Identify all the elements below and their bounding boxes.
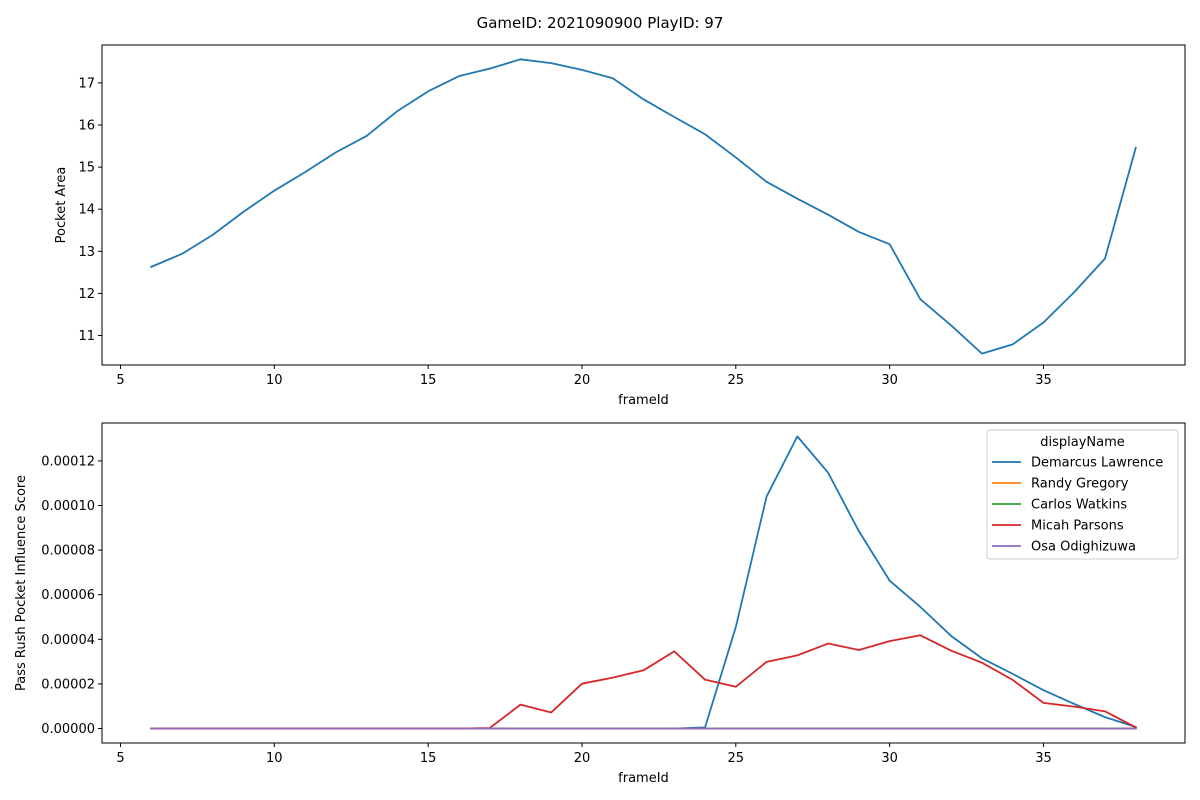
x-tick-label: 5 [116, 373, 124, 388]
y-tick-label: 15 [78, 161, 95, 176]
x-tick-label: 25 [728, 751, 745, 766]
x-tick-label: 5 [116, 751, 124, 766]
series-lines [150, 435, 1137, 730]
legend-box [986, 429, 1179, 560]
x-tick-label: 20 [574, 373, 591, 388]
y-tick-label: 17 [78, 76, 95, 91]
pocket-area-chart: frameId Pocket Area 5 10 15 20 25 30 35 11 12 13 1… [54, 44, 1186, 408]
y-tick-label: 0.00002 [41, 677, 95, 692]
x-tick-label: 20 [574, 751, 591, 766]
x-tick-label: 35 [1035, 373, 1052, 388]
y-axis-label: Pocket Area [54, 167, 69, 244]
legend-entry: Carlos Watkins [1031, 498, 1127, 513]
x-tick-label: 10 [266, 373, 283, 388]
y-tick-label: 0.00012 [41, 454, 95, 469]
pass-rush-influence-chart: frameId Pass Rush Pocket Influence Score… [14, 422, 1186, 786]
y-axis-label: Pass Rush Pocket Influence Score [14, 475, 29, 691]
y-tick-label: 0.00010 [41, 499, 95, 514]
x-tick-label: 25 [728, 373, 745, 388]
x-tick-label: 30 [881, 373, 898, 388]
series-lines [150, 58, 1137, 355]
y-tick-label: 14 [78, 203, 95, 218]
legend-entry: Demarcus Lawrence [1031, 456, 1163, 471]
legend-title: displayName [1040, 435, 1125, 450]
legend-entry: Randy Gregory [1031, 477, 1129, 492]
x-tick-label: 30 [881, 751, 898, 766]
y-tick-label: 12 [78, 287, 95, 302]
legend: displayName Demarcus Lawrence Randy Grego… [986, 429, 1179, 560]
x-tick-label: 35 [1035, 751, 1052, 766]
x-tick-label: 10 [266, 751, 283, 766]
figure-title: GameID: 2021090900 PlayID: 97 [477, 14, 724, 32]
y-tick-label: 11 [78, 329, 95, 344]
series-line [150, 58, 1137, 355]
y-tick-label: 0.00000 [41, 722, 95, 737]
plot-frame [101, 44, 1186, 366]
legend-entry: Osa Odighizuwa [1031, 540, 1136, 555]
plot-frame [101, 422, 1186, 744]
y-tick-label: 0.00008 [41, 544, 95, 559]
x-tick-label: 15 [420, 373, 437, 388]
y-tick-label: 13 [78, 245, 95, 260]
y-tick-label: 0.00004 [41, 633, 95, 648]
y-tick-label: 16 [78, 119, 95, 134]
x-axis-label: frameId [618, 771, 669, 786]
x-tick-label: 15 [420, 751, 437, 766]
x-axis-label: frameId [618, 393, 669, 408]
legend-entry: Micah Parsons [1031, 519, 1124, 534]
y-tick-label: 0.00006 [41, 588, 95, 603]
